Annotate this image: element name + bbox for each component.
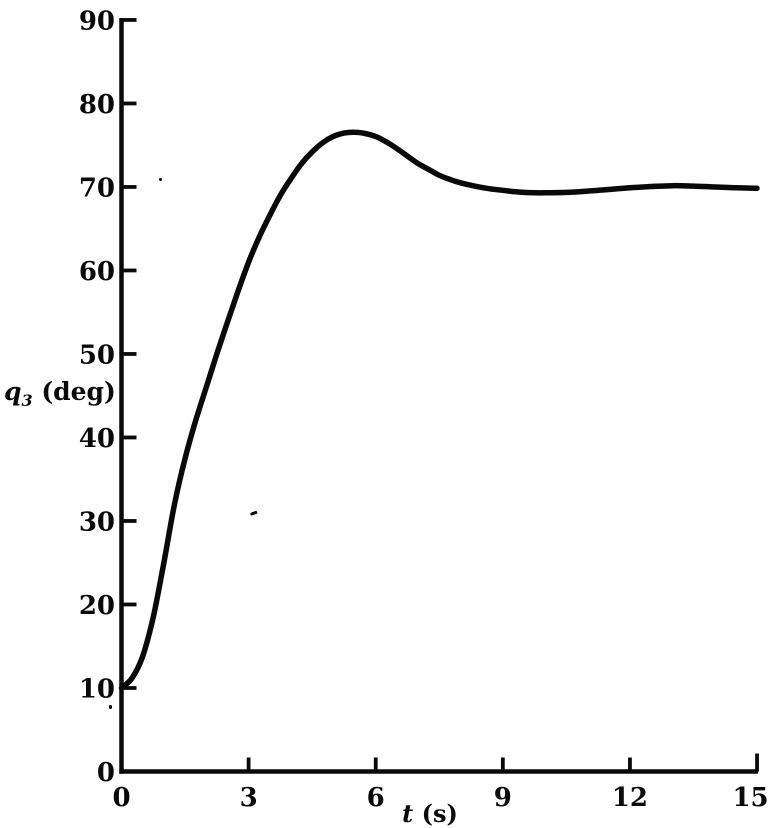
y-tick-label: 90	[79, 6, 115, 36]
x-tick-label: 9	[494, 783, 512, 813]
y-axis-label: q3 (deg)	[4, 377, 116, 410]
x-tick-label: 6	[367, 783, 385, 813]
y-tick-label: 10	[79, 674, 115, 704]
y-axis-variable: q	[4, 377, 22, 406]
x-axis-unit: (s)	[413, 799, 458, 828]
response-curve	[118, 129, 760, 691]
artifact-speck	[250, 510, 258, 516]
y-tick-label: 0	[97, 758, 115, 788]
x-tick-label: 12	[612, 783, 648, 813]
x-tick-label: 0	[112, 783, 130, 813]
x-axis-label: t (s)	[385, 799, 475, 828]
x-tick-label: 15	[732, 783, 768, 813]
artifact-speck	[159, 178, 162, 181]
y-tick-label: 50	[79, 340, 115, 370]
y-tick-label: 60	[79, 257, 115, 287]
y-tick-label: 70	[79, 173, 115, 203]
y-tick-label: 30	[79, 507, 115, 537]
artifact-speck	[109, 705, 112, 709]
y-axis-subscript: 3	[21, 391, 33, 410]
y-tick-label: 40	[79, 424, 115, 454]
y-axis-unit: (deg)	[32, 377, 116, 406]
x-tick-label: 3	[240, 783, 258, 813]
x-axis-variable: t	[402, 799, 414, 828]
y-tick-label: 20	[79, 591, 115, 621]
y-tick-label: 80	[79, 90, 115, 120]
